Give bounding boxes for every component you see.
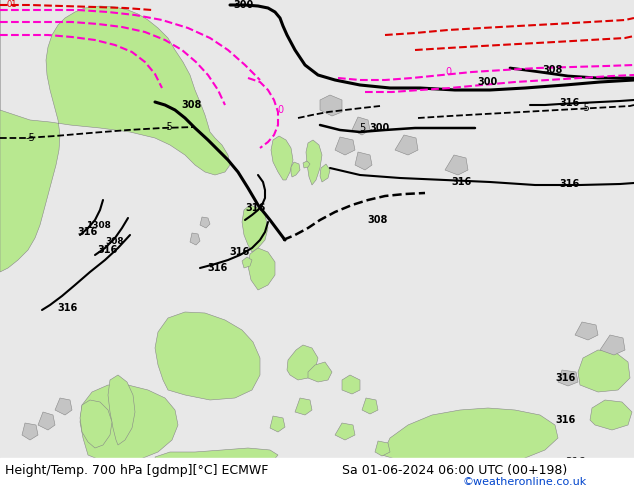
Polygon shape bbox=[355, 152, 372, 170]
Text: 316: 316 bbox=[245, 203, 265, 213]
Polygon shape bbox=[190, 233, 200, 245]
Polygon shape bbox=[306, 140, 322, 185]
Text: 316: 316 bbox=[230, 247, 250, 257]
Text: 5: 5 bbox=[359, 123, 365, 133]
Polygon shape bbox=[382, 408, 558, 468]
Text: 316: 316 bbox=[555, 415, 575, 425]
Text: 300: 300 bbox=[370, 123, 390, 133]
Text: 308: 308 bbox=[368, 215, 388, 225]
Polygon shape bbox=[242, 205, 268, 252]
Polygon shape bbox=[303, 161, 310, 168]
Text: 0: 0 bbox=[277, 105, 283, 115]
Polygon shape bbox=[362, 398, 378, 414]
Polygon shape bbox=[395, 135, 418, 155]
Polygon shape bbox=[271, 136, 293, 180]
Polygon shape bbox=[375, 441, 390, 456]
Polygon shape bbox=[335, 423, 355, 440]
Polygon shape bbox=[200, 217, 210, 228]
Polygon shape bbox=[80, 400, 112, 448]
Polygon shape bbox=[575, 322, 598, 340]
Text: 316: 316 bbox=[78, 227, 98, 237]
Text: -5: -5 bbox=[25, 133, 35, 143]
Polygon shape bbox=[445, 155, 468, 175]
Text: 300: 300 bbox=[233, 0, 253, 10]
Polygon shape bbox=[80, 385, 178, 462]
Text: 300: 300 bbox=[478, 77, 498, 87]
Text: 316: 316 bbox=[208, 263, 228, 273]
Text: 308: 308 bbox=[106, 238, 124, 246]
Bar bbox=[0, 458, 634, 490]
Text: -5: -5 bbox=[163, 122, 173, 132]
Text: 316: 316 bbox=[98, 245, 118, 255]
Text: Height/Temp. 700 hPa [gdmp][°C] ECMWF: Height/Temp. 700 hPa [gdmp][°C] ECMWF bbox=[5, 464, 268, 477]
Polygon shape bbox=[558, 370, 578, 386]
Polygon shape bbox=[55, 398, 72, 415]
Polygon shape bbox=[242, 257, 252, 268]
Polygon shape bbox=[291, 162, 300, 177]
Polygon shape bbox=[342, 375, 360, 394]
Text: -5: -5 bbox=[580, 103, 590, 113]
Text: 316: 316 bbox=[565, 457, 585, 467]
Text: 316: 316 bbox=[560, 98, 580, 108]
Polygon shape bbox=[155, 448, 278, 474]
Polygon shape bbox=[320, 95, 342, 116]
Text: 316: 316 bbox=[58, 303, 78, 313]
Text: 316: 316 bbox=[560, 179, 580, 189]
Polygon shape bbox=[308, 362, 332, 382]
Text: 316: 316 bbox=[555, 373, 575, 383]
Polygon shape bbox=[590, 400, 632, 430]
Polygon shape bbox=[352, 117, 370, 135]
Text: 01: 01 bbox=[7, 0, 17, 9]
Text: Sa 01-06-2024 06:00 UTC (00+198): Sa 01-06-2024 06:00 UTC (00+198) bbox=[342, 464, 567, 477]
Text: 1308: 1308 bbox=[86, 220, 110, 229]
Polygon shape bbox=[0, 0, 230, 272]
Polygon shape bbox=[22, 423, 38, 440]
Polygon shape bbox=[270, 416, 285, 432]
Polygon shape bbox=[155, 312, 260, 400]
Polygon shape bbox=[320, 164, 330, 182]
Text: 308: 308 bbox=[543, 65, 563, 75]
Text: 316: 316 bbox=[340, 473, 360, 483]
Text: 316: 316 bbox=[452, 177, 472, 187]
Polygon shape bbox=[578, 350, 630, 392]
Polygon shape bbox=[335, 137, 355, 155]
Polygon shape bbox=[38, 412, 55, 430]
Text: ©weatheronline.co.uk: ©weatheronline.co.uk bbox=[462, 477, 586, 487]
Polygon shape bbox=[248, 248, 275, 290]
Text: 308: 308 bbox=[182, 100, 202, 110]
Polygon shape bbox=[287, 345, 318, 380]
Polygon shape bbox=[295, 398, 312, 415]
Polygon shape bbox=[600, 335, 625, 355]
Polygon shape bbox=[108, 375, 135, 445]
Text: 0: 0 bbox=[445, 67, 451, 77]
